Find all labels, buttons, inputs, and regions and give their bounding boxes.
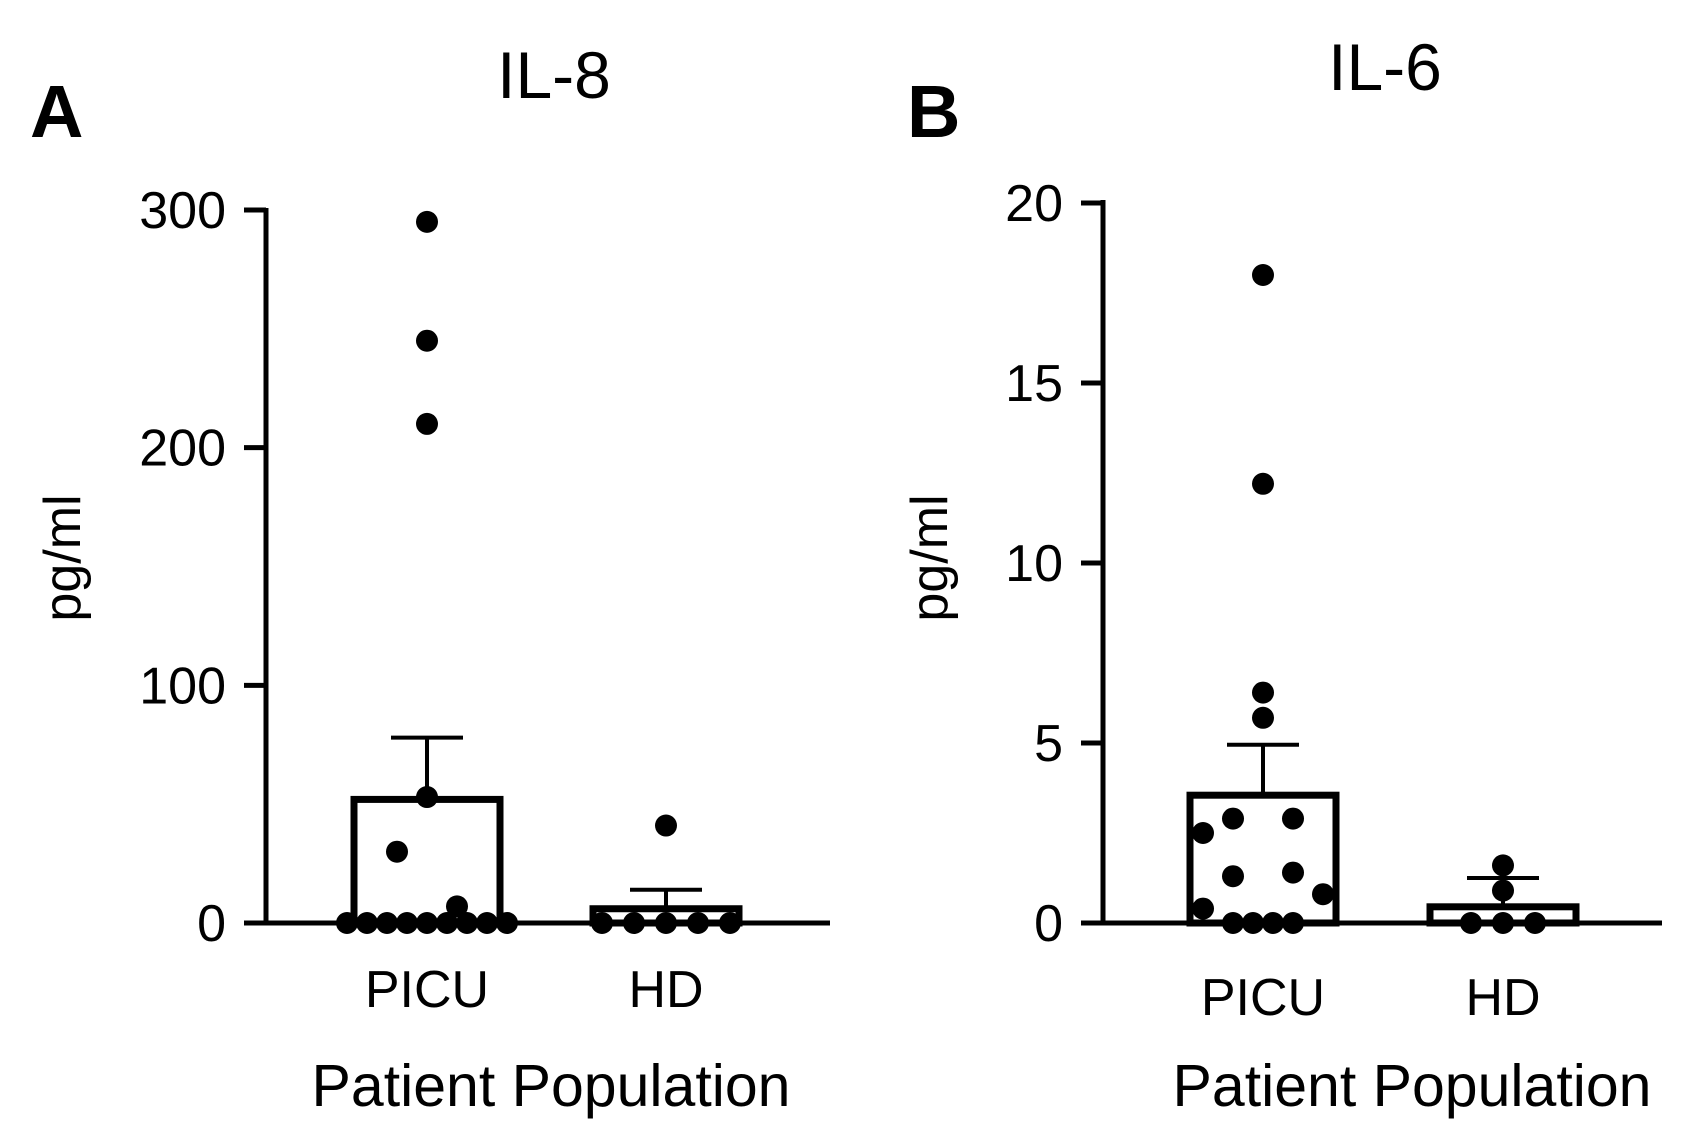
data-point: [1460, 912, 1482, 934]
panel-b-y-tick-label-4: 20: [1005, 175, 1063, 233]
panel-a-points: [336, 210, 741, 934]
panel-b: B IL-6 pg/ml Patient Population 0 5 10 1…: [901, 30, 1662, 1119]
data-point: [436, 912, 458, 934]
data-point: [1312, 883, 1334, 906]
panel-b-points: [1192, 264, 1546, 934]
data-point: [496, 912, 518, 934]
data-point: [1242, 912, 1264, 934]
data-point: [1222, 865, 1244, 888]
data-point: [416, 912, 438, 934]
panel-b-x-axis-label: Patient Population: [1173, 1053, 1652, 1119]
panel-a-y-tick-label-1: 100: [139, 657, 226, 715]
data-point: [1252, 472, 1274, 495]
panel-a-bar-picu: [350, 795, 504, 927]
data-point: [591, 912, 613, 934]
data-point: [1282, 861, 1304, 884]
data-point: [476, 912, 498, 934]
panel-a-y-tick-label-3: 300: [139, 182, 226, 240]
panel-b-y-tick-label-3: 15: [1005, 355, 1063, 413]
panel-a: A IL-8 pg/ml Patient Population 0 100 20…: [30, 38, 830, 1119]
panel-b-label: B: [907, 70, 960, 153]
data-point: [386, 840, 408, 863]
panel-b-y-tick-label-0: 0: [1034, 895, 1063, 953]
data-point: [1252, 681, 1274, 704]
data-point: [1192, 897, 1214, 920]
panel-b-title: IL-6: [1328, 30, 1442, 104]
panel-b-y-tick-label-1: 5: [1034, 715, 1063, 773]
panel-b-x-tick-label-hd: HD: [1465, 969, 1540, 1027]
data-point: [416, 210, 438, 233]
data-point: [416, 412, 438, 435]
panel-a-y-tick-label-0: 0: [197, 895, 226, 953]
data-point: [687, 912, 709, 934]
data-point: [623, 912, 645, 934]
data-point: [655, 814, 677, 837]
data-point: [1192, 822, 1214, 844]
panel-b-x-tick-label-picu: PICU: [1201, 969, 1325, 1027]
panel-b-y-axis-label: pg/ml: [901, 494, 959, 621]
data-point: [396, 912, 418, 934]
data-point: [1492, 854, 1514, 877]
data-point: [1252, 706, 1274, 729]
data-point: [456, 912, 478, 934]
data-point: [1524, 912, 1546, 934]
data-point: [356, 912, 378, 934]
panel-a-y-tick-label-2: 200: [139, 420, 226, 478]
panel-a-y-axis-label: pg/ml: [34, 494, 92, 621]
panel-a-x-axis-label: Patient Population: [312, 1053, 791, 1119]
data-point: [1492, 912, 1514, 934]
data-point: [1222, 912, 1244, 934]
data-point: [376, 912, 398, 934]
data-point: [416, 786, 438, 809]
panel-a-x-tick-label-picu: PICU: [365, 961, 489, 1019]
data-point: [1282, 807, 1304, 830]
panel-b-error-bar-picu: [1227, 742, 1299, 796]
data-point: [446, 895, 468, 918]
data-point: [1252, 264, 1274, 286]
panel-a-title: IL-8: [497, 38, 611, 112]
panel-a-error-bar-hd: [630, 887, 702, 909]
data-point: [336, 912, 358, 934]
data-point: [416, 329, 438, 352]
panel-a-label: A: [30, 70, 83, 153]
data-point: [1262, 912, 1284, 934]
data-point: [1282, 912, 1304, 934]
panel-a-x-tick-label-hd: HD: [628, 961, 703, 1019]
panel-b-y-tick-label-2: 10: [1005, 535, 1063, 593]
data-point: [1492, 879, 1514, 902]
data-point: [1222, 807, 1244, 830]
data-point: [655, 912, 677, 934]
data-point: [719, 912, 741, 934]
